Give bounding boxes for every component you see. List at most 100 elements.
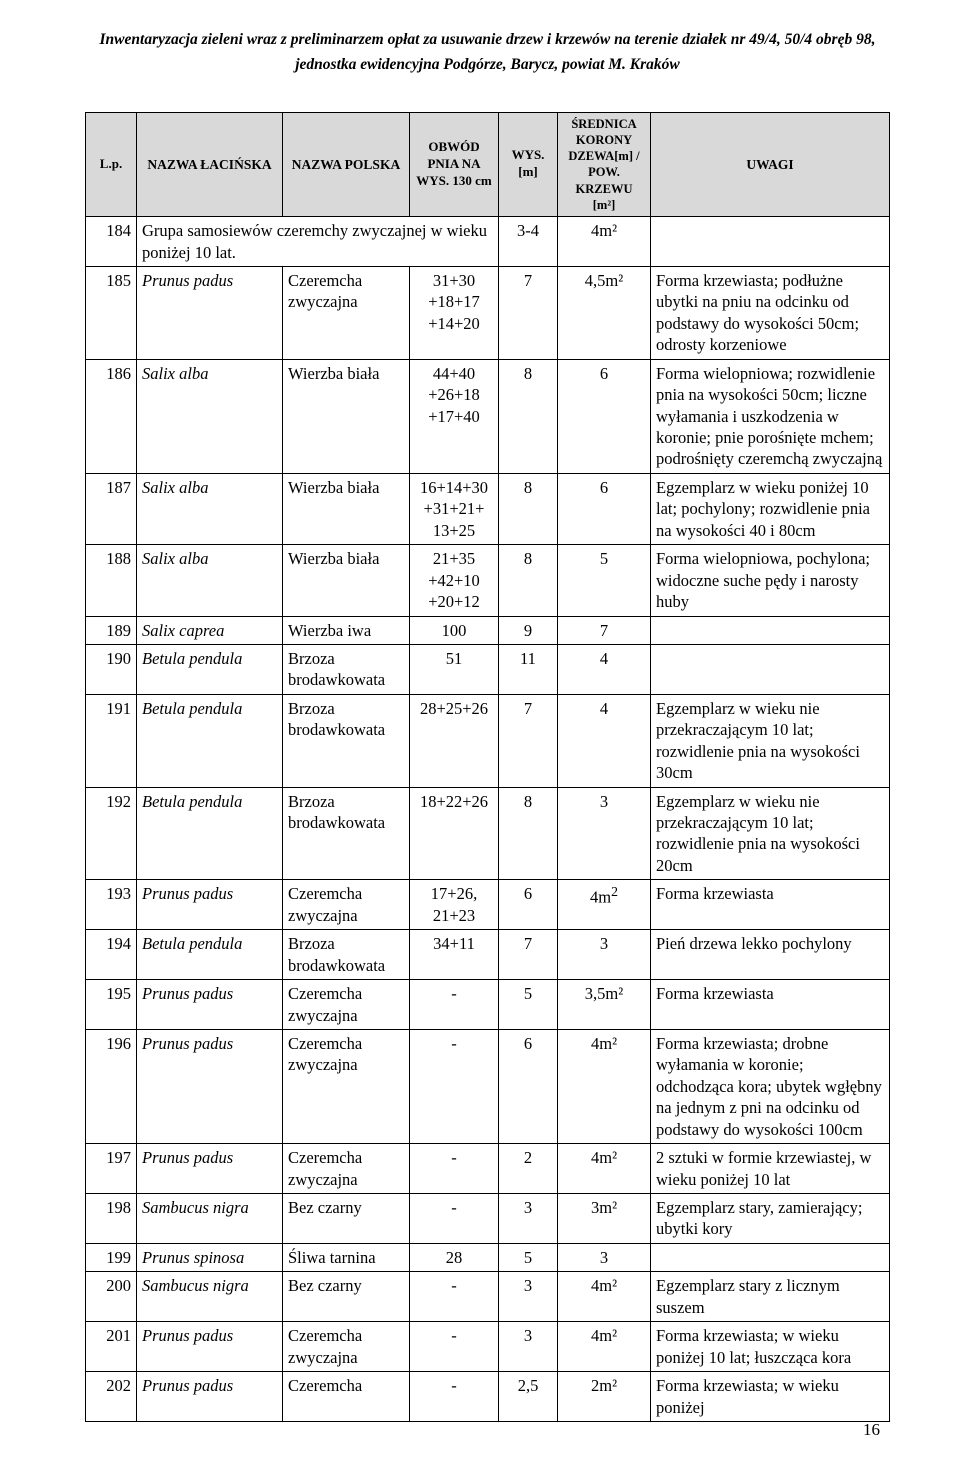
cell-lp: 199	[86, 1243, 137, 1271]
table-row: 201Prunus padusCzeremcha zwyczajna-34m²F…	[86, 1322, 890, 1372]
cell-wys: 6	[499, 1029, 558, 1143]
cell-polska: Czeremcha zwyczajna	[283, 1322, 410, 1372]
cell-latin: Prunus padus	[137, 980, 283, 1030]
table-row: 192Betula pendulaBrzoza brodawkowata18+2…	[86, 787, 890, 880]
cell-lp: 186	[86, 359, 137, 473]
cell-sred: 4m²	[558, 1029, 651, 1143]
cell-obwod: 51	[410, 644, 499, 694]
cell-lp: 185	[86, 266, 137, 359]
cell-obwod: -	[410, 1029, 499, 1143]
cell-obwod: 100	[410, 616, 499, 644]
cell-latin: Betula pendula	[137, 930, 283, 980]
cell-lp: 194	[86, 930, 137, 980]
cell-lp: 187	[86, 473, 137, 544]
table-row: 189Salix capreaWierzba iwa10097	[86, 616, 890, 644]
cell-polska: Brzoza brodawkowata	[283, 787, 410, 880]
cell-polska: Czeremcha	[283, 1372, 410, 1422]
cell-wys: 3	[499, 1322, 558, 1372]
cell-obwod: 17+26, 21+23	[410, 880, 499, 930]
table-row: 191Betula pendulaBrzoza brodawkowata28+2…	[86, 694, 890, 787]
cell-sred: 4,5m²	[558, 266, 651, 359]
page-header: Inwentaryzacja zieleni wraz z preliminar…	[85, 28, 890, 78]
cell-wys: 7	[499, 266, 558, 359]
cell-wys: 8	[499, 787, 558, 880]
cell-latin: Prunus padus	[137, 266, 283, 359]
cell-wys: 11	[499, 644, 558, 694]
cell-sred: 3m²	[558, 1194, 651, 1244]
cell-lp: 192	[86, 787, 137, 880]
cell-polska: Bez czarny	[283, 1272, 410, 1322]
cell-latin: Salix alba	[137, 359, 283, 473]
cell-sred: 3	[558, 930, 651, 980]
cell-sred: 4m²	[558, 1272, 651, 1322]
cell-uwagi: Forma krzewiasta; w wieku poniżej 10 lat…	[651, 1322, 890, 1372]
cell-sred: 6	[558, 359, 651, 473]
table-row: 197Prunus padusCzeremcha zwyczajna-24m²2…	[86, 1144, 890, 1194]
table-row: 188Salix albaWierzba biała21+35 +42+10 +…	[86, 545, 890, 616]
cell-lp: 197	[86, 1144, 137, 1194]
cell-latin: Betula pendula	[137, 694, 283, 787]
cell-wys: 7	[499, 930, 558, 980]
cell-sred: 6	[558, 473, 651, 544]
cell-group-desc: Grupa samosiewów czeremchy zwyczajnej w …	[137, 217, 499, 267]
cell-obwod: 34+11	[410, 930, 499, 980]
cell-latin: Betula pendula	[137, 787, 283, 880]
cell-wys: 2,5	[499, 1372, 558, 1422]
cell-uwagi: 2 sztuki w formie krzewiastej, w wieku p…	[651, 1144, 890, 1194]
table-row: 186Salix albaWierzba biała44+40 +26+18 +…	[86, 359, 890, 473]
cell-sred: 3,5m²	[558, 980, 651, 1030]
cell-latin: Prunus padus	[137, 1029, 283, 1143]
cell-latin: Salix alba	[137, 473, 283, 544]
cell-lp: 189	[86, 616, 137, 644]
cell-latin: Sambucus nigra	[137, 1272, 283, 1322]
header-line1: Inwentaryzacja zieleni wraz z preliminar…	[100, 31, 876, 48]
table-row: 184Grupa samosiewów czeremchy zwyczajnej…	[86, 217, 890, 267]
cell-polska: Czeremcha zwyczajna	[283, 266, 410, 359]
cell-polska: Śliwa tarnina	[283, 1243, 410, 1271]
table-body: 184Grupa samosiewów czeremchy zwyczajnej…	[86, 217, 890, 1422]
table-row: 194Betula pendulaBrzoza brodawkowata34+1…	[86, 930, 890, 980]
cell-sred: 3	[558, 1243, 651, 1271]
cell-latin: Prunus padus	[137, 1322, 283, 1372]
cell-polska: Bez czarny	[283, 1194, 410, 1244]
cell-uwagi: Forma wielopniowa; rozwidlenie pnia na w…	[651, 359, 890, 473]
cell-latin: Prunus spinosa	[137, 1243, 283, 1271]
cell-sred: 5	[558, 545, 651, 616]
cell-uwagi	[651, 616, 890, 644]
table-row: 190Betula pendulaBrzoza brodawkowata5111…	[86, 644, 890, 694]
cell-wys: 3	[499, 1272, 558, 1322]
cell-lp: 190	[86, 644, 137, 694]
cell-lp: 202	[86, 1372, 137, 1422]
cell-obwod: -	[410, 1194, 499, 1244]
cell-sred: 4	[558, 644, 651, 694]
cell-sred: 7	[558, 616, 651, 644]
cell-uwagi	[651, 1243, 890, 1271]
cell-lp: 184	[86, 217, 137, 267]
page-number: 16	[863, 1420, 880, 1440]
cell-polska: Brzoza brodawkowata	[283, 644, 410, 694]
cell-sred: 4	[558, 694, 651, 787]
cell-wys: 6	[499, 880, 558, 930]
cell-uwagi: Pień drzewa lekko pochylony	[651, 930, 890, 980]
table-header-row: L.p. NAZWA ŁACIŃSKA NAZWA POLSKA OBWÓD P…	[86, 112, 890, 217]
cell-wys: 7	[499, 694, 558, 787]
cell-polska: Czeremcha zwyczajna	[283, 980, 410, 1030]
cell-obwod: -	[410, 980, 499, 1030]
cell-wys: 2	[499, 1144, 558, 1194]
col-polska: NAZWA POLSKA	[283, 112, 410, 217]
col-sred: ŚREDNICA KORONY DZEWA[m] / POW. KRZEWU […	[558, 112, 651, 217]
cell-latin: Betula pendula	[137, 644, 283, 694]
col-obwod: OBWÓD PNIA NA WYS. 130 cm	[410, 112, 499, 217]
cell-polska: Wierzba biała	[283, 473, 410, 544]
cell-wys: 3-4	[499, 217, 558, 267]
cell-uwagi: Egzemplarz stary, zamierający; ubytki ko…	[651, 1194, 890, 1244]
col-uwagi: UWAGI	[651, 112, 890, 217]
cell-uwagi	[651, 217, 890, 267]
cell-latin: Prunus padus	[137, 880, 283, 930]
cell-sred: 3	[558, 787, 651, 880]
cell-uwagi	[651, 644, 890, 694]
col-wys: WYS. [m]	[499, 112, 558, 217]
cell-latin: Sambucus nigra	[137, 1194, 283, 1244]
cell-wys: 8	[499, 473, 558, 544]
cell-polska: Wierzba biała	[283, 545, 410, 616]
